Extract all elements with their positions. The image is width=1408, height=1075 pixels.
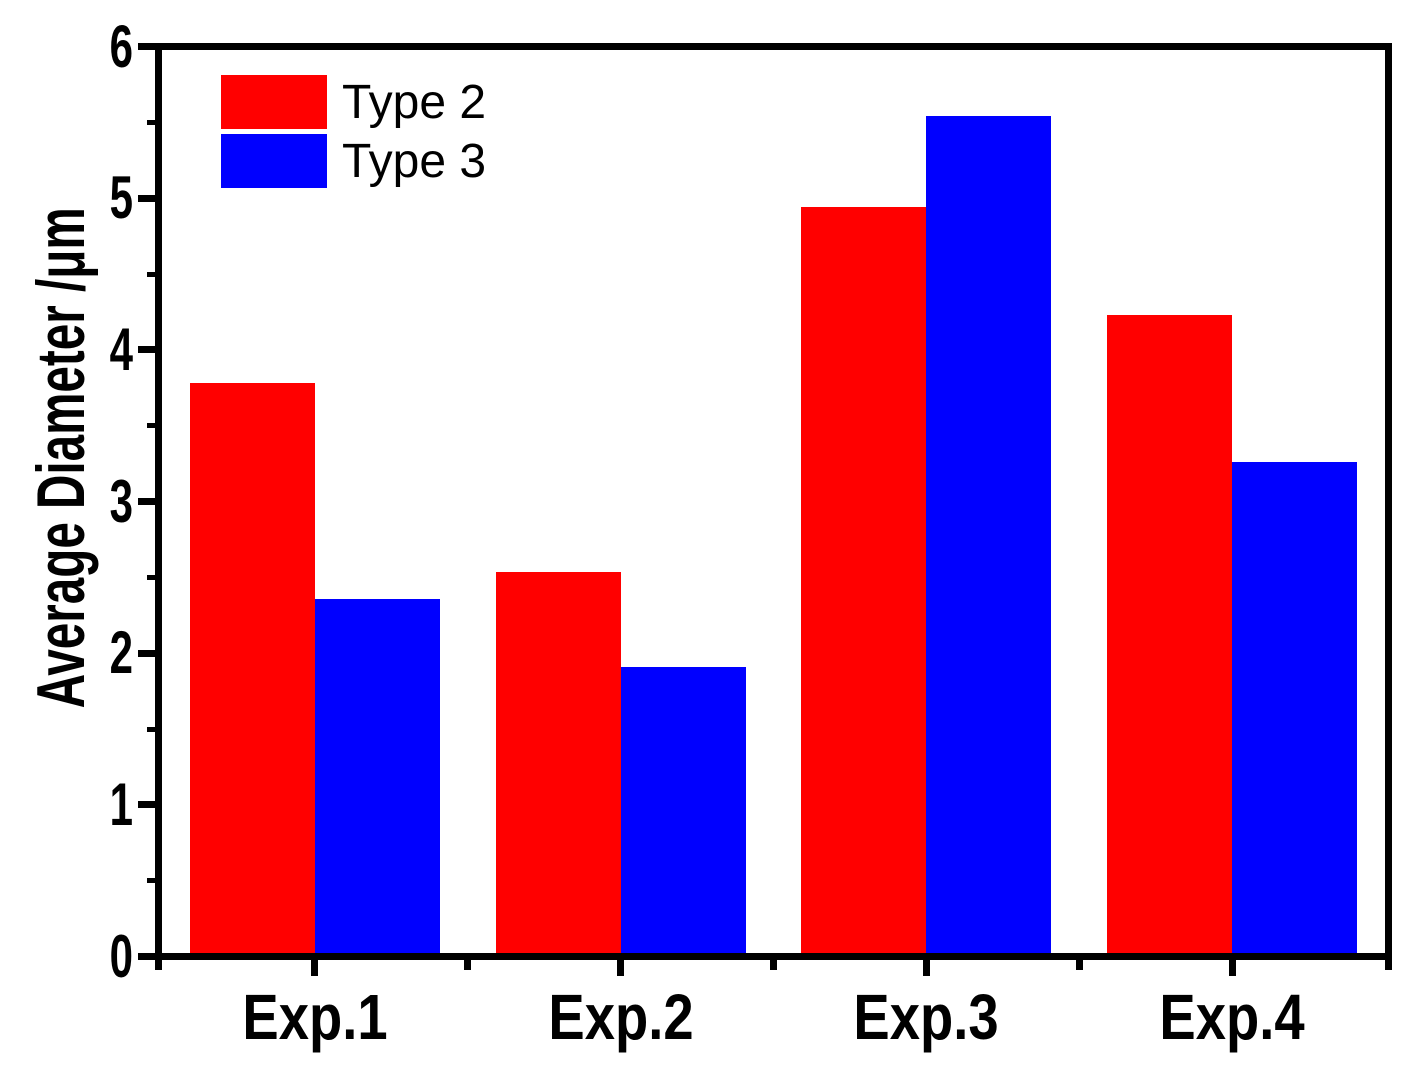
x-major-tick bbox=[922, 960, 930, 976]
plot-area: Type 2 Type 3 bbox=[155, 43, 1392, 960]
bar-type-2-exp-3 bbox=[801, 207, 927, 953]
y-tick-label: 2 bbox=[109, 619, 133, 687]
y-tick-label: 3 bbox=[109, 467, 133, 535]
y-major-tick bbox=[138, 346, 155, 354]
x-major-tick bbox=[311, 960, 319, 976]
x-minor-tick bbox=[770, 960, 777, 970]
y-major-tick bbox=[138, 801, 155, 809]
y-major-tick bbox=[138, 194, 155, 202]
bar-type-2-exp-2 bbox=[495, 572, 621, 953]
legend-swatch-type-3 bbox=[221, 134, 327, 188]
y-tick-label: 6 bbox=[109, 12, 133, 80]
bar-type-3-exp-1 bbox=[314, 599, 440, 953]
x-tick-label: Exp.2 bbox=[548, 981, 694, 1053]
y-major-tick bbox=[138, 43, 155, 50]
y-tick-label: 1 bbox=[109, 770, 133, 838]
x-tick-label: Exp.3 bbox=[853, 981, 999, 1053]
x-tick-label: Exp.4 bbox=[1159, 981, 1305, 1053]
x-minor-tick bbox=[1385, 960, 1392, 970]
y-minor-tick bbox=[147, 119, 155, 125]
bar-type-2-exp-4 bbox=[1107, 315, 1233, 953]
x-major-tick bbox=[1228, 960, 1236, 976]
y-minor-tick bbox=[147, 574, 155, 580]
legend-label-type-2: Type 2 bbox=[342, 75, 487, 129]
y-major-tick bbox=[138, 498, 155, 505]
y-major-tick bbox=[138, 649, 155, 657]
x-minor-tick bbox=[464, 960, 472, 970]
y-tick-label: 5 bbox=[109, 164, 133, 232]
y-major-tick bbox=[138, 953, 155, 960]
y-minor-tick bbox=[147, 423, 155, 429]
bar-type-2-exp-1 bbox=[189, 383, 315, 953]
y-minor-tick bbox=[147, 271, 155, 277]
x-tick-label: Exp.1 bbox=[242, 981, 388, 1053]
y-tick-label: 4 bbox=[109, 315, 133, 383]
y-tick-label: 0 bbox=[109, 922, 133, 990]
y-minor-tick bbox=[147, 878, 155, 884]
y-minor-tick bbox=[147, 726, 155, 732]
legend-label-type-3: Type 3 bbox=[342, 134, 487, 188]
bar-type-3-exp-3 bbox=[926, 116, 1052, 953]
bar-type-3-exp-2 bbox=[620, 667, 746, 953]
x-minor-tick bbox=[155, 960, 162, 970]
bar-type-3-exp-4 bbox=[1232, 462, 1358, 953]
x-major-tick bbox=[617, 960, 625, 976]
legend-swatch-type-2 bbox=[221, 75, 327, 129]
x-minor-tick bbox=[1075, 960, 1083, 970]
